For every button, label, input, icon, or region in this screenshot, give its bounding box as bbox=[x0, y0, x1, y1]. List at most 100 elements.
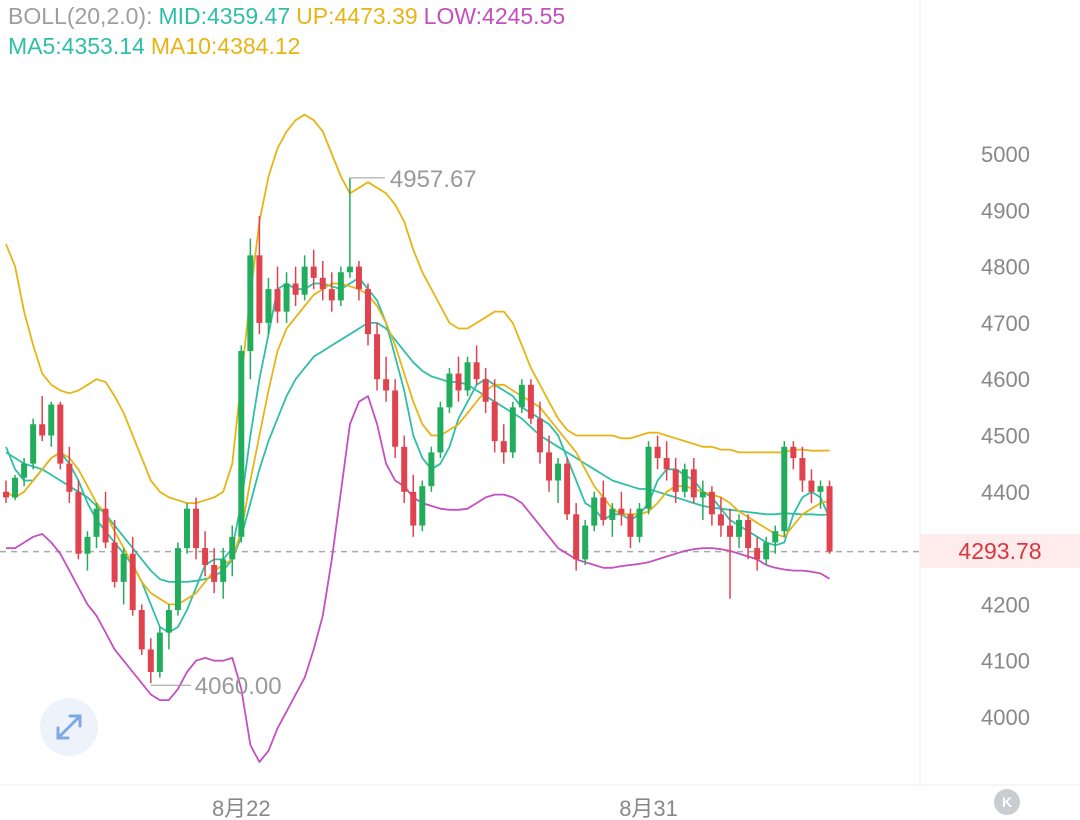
candle-body bbox=[328, 289, 335, 301]
candle-body bbox=[573, 514, 580, 560]
candle-body bbox=[247, 255, 254, 352]
candle-body bbox=[609, 508, 616, 520]
candle-body bbox=[229, 536, 236, 560]
candle-body bbox=[30, 424, 37, 464]
k-letter-icon[interactable]: K bbox=[994, 789, 1020, 815]
candle-body bbox=[509, 407, 516, 453]
candle-body bbox=[156, 632, 163, 672]
candle-body bbox=[48, 404, 55, 436]
y-tick-label: 4700 bbox=[981, 311, 1030, 336]
x-axis: 8月22 8月31 bbox=[212, 796, 678, 820]
y-tick-label: 5000 bbox=[981, 142, 1030, 167]
candle-body bbox=[826, 486, 833, 552]
x-tick-label: 8月22 bbox=[212, 796, 271, 820]
candle-body bbox=[708, 491, 715, 515]
candle-body bbox=[292, 283, 299, 295]
indicator-lines bbox=[5, 113, 831, 763]
candle-body bbox=[555, 463, 562, 481]
candle-body bbox=[66, 463, 73, 492]
candle-body bbox=[772, 531, 779, 543]
candle-body bbox=[564, 463, 571, 515]
x-tick-label: 8月31 bbox=[619, 796, 678, 820]
candle-body bbox=[681, 469, 688, 492]
candle-body bbox=[627, 514, 634, 537]
candle-body bbox=[220, 559, 227, 582]
legend-row-1: BOLL(20,2.0): MID:4359.47 UP:4473.39 LOW:42… bbox=[8, 3, 571, 30]
series-line-mid bbox=[5, 321, 830, 583]
candle-body bbox=[672, 469, 679, 492]
candle-body bbox=[374, 334, 381, 380]
ma5-value: MA5:4353.14 bbox=[8, 33, 145, 59]
series-line-low bbox=[6, 395, 831, 763]
candle-body bbox=[410, 491, 417, 526]
candle-body bbox=[690, 469, 697, 498]
candle-body bbox=[527, 384, 534, 419]
candle-body bbox=[401, 446, 408, 492]
candle-body bbox=[446, 373, 453, 408]
y-tick-label: 4100 bbox=[981, 649, 1030, 674]
series-line-up bbox=[5, 113, 830, 505]
candle-body bbox=[39, 424, 46, 436]
candle-body bbox=[75, 491, 82, 554]
candle-body bbox=[699, 491, 706, 498]
y-tick-label: 4400 bbox=[981, 480, 1030, 505]
candle-body bbox=[93, 508, 100, 537]
candle-body bbox=[265, 289, 272, 323]
candle-body bbox=[727, 525, 733, 537]
candle-body bbox=[274, 289, 281, 312]
candle-body bbox=[591, 497, 598, 526]
candle-body bbox=[428, 452, 435, 487]
candle-body bbox=[464, 362, 471, 391]
y-tick-label: 4500 bbox=[981, 424, 1030, 449]
y-axis: 4000410042004300440045004600470048004900… bbox=[981, 142, 1030, 730]
y-tick-label: 4600 bbox=[981, 367, 1030, 392]
candle-body bbox=[355, 266, 362, 290]
candle-body bbox=[383, 379, 390, 391]
current-price-tag: 4293.78 bbox=[920, 534, 1080, 568]
candle-body bbox=[211, 564, 218, 582]
candle-body bbox=[365, 289, 371, 335]
low-marker-label: 4060.00 bbox=[195, 673, 282, 700]
candle-body bbox=[256, 255, 263, 323]
candle-body bbox=[455, 373, 462, 391]
candle-body bbox=[536, 418, 543, 453]
candle-body bbox=[808, 480, 815, 492]
candle-body bbox=[654, 446, 661, 459]
legend-row-2: MA5:4353.14 MA10:4384.12 bbox=[8, 33, 306, 60]
candles bbox=[3, 177, 833, 684]
candle-body bbox=[663, 458, 670, 470]
candle-body bbox=[21, 463, 28, 478]
annotations: 4957.67 4060.00 bbox=[150, 166, 477, 700]
price-grid bbox=[0, 0, 1080, 786]
candle-body bbox=[310, 266, 317, 278]
boll-label: BOLL(20,2.0): bbox=[8, 3, 153, 29]
candle-body bbox=[301, 266, 308, 295]
candle-body bbox=[482, 379, 489, 402]
candle-body bbox=[319, 277, 326, 290]
candle-body bbox=[102, 508, 109, 543]
candle-body bbox=[419, 486, 426, 526]
candle-body bbox=[754, 548, 761, 560]
series-line-ma5 bbox=[5, 276, 831, 634]
candle-body bbox=[636, 508, 643, 537]
y-tick-label: 4900 bbox=[981, 198, 1030, 223]
candle-body bbox=[392, 390, 399, 447]
candle-body bbox=[717, 514, 724, 526]
candle-body bbox=[763, 542, 770, 560]
candle-body bbox=[337, 272, 344, 301]
candle-body bbox=[546, 452, 552, 481]
y-tick-label: 4200 bbox=[981, 592, 1030, 617]
candle-body bbox=[799, 458, 806, 481]
candle-body bbox=[745, 519, 752, 549]
y-tick-label: 4000 bbox=[981, 705, 1030, 730]
candle-body bbox=[84, 536, 91, 554]
candle-body bbox=[129, 553, 136, 611]
candle-body bbox=[346, 266, 353, 273]
candle-body bbox=[645, 446, 652, 509]
candle-body bbox=[582, 525, 589, 560]
candle-body bbox=[473, 362, 480, 380]
expand-button[interactable] bbox=[40, 698, 98, 756]
candle-body bbox=[736, 519, 743, 537]
candle-body bbox=[790, 446, 797, 459]
